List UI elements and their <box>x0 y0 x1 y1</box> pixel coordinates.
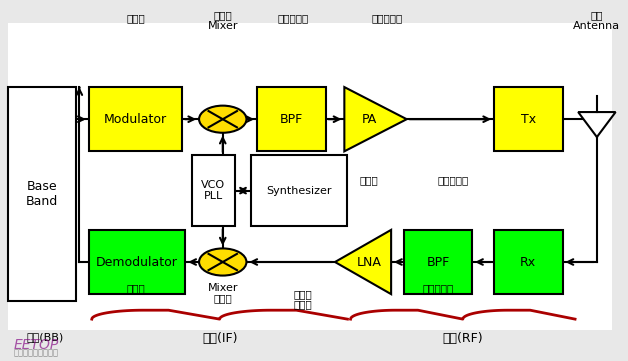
Text: 調變器: 調變器 <box>126 13 145 23</box>
Text: 混頻器: 混頻器 <box>214 10 232 20</box>
Text: Rx: Rx <box>520 256 536 269</box>
Text: Antenna: Antenna <box>573 21 620 31</box>
Polygon shape <box>344 87 407 151</box>
FancyBboxPatch shape <box>404 230 472 294</box>
Text: BPF: BPF <box>426 256 450 269</box>
Text: 傳送接收器: 傳送接收器 <box>438 175 469 185</box>
Text: 中国电子顶级开发网: 中国电子顶级开发网 <box>14 348 59 357</box>
Text: BPF: BPF <box>279 113 303 126</box>
Text: VCO
PLL: VCO PLL <box>202 180 225 201</box>
Circle shape <box>199 248 246 275</box>
Text: 帶通濾波器: 帶通濾波器 <box>278 13 309 23</box>
Polygon shape <box>335 230 391 294</box>
FancyBboxPatch shape <box>89 87 182 151</box>
Text: PA: PA <box>362 113 377 126</box>
FancyBboxPatch shape <box>251 155 347 226</box>
Text: Tx: Tx <box>521 113 536 126</box>
Text: 合成器: 合成器 <box>360 175 379 185</box>
Text: Demodulator: Demodulator <box>96 256 178 269</box>
FancyBboxPatch shape <box>89 230 185 294</box>
Text: 基頻(BB): 基頻(BB) <box>26 332 63 342</box>
Text: 低雜訊: 低雜訊 <box>293 289 312 299</box>
FancyBboxPatch shape <box>494 87 563 151</box>
Text: Mixer: Mixer <box>207 283 238 293</box>
Text: Mixer: Mixer <box>207 21 238 31</box>
Text: Base
Band: Base Band <box>26 180 58 208</box>
Text: 射頻(RF): 射頻(RF) <box>443 332 483 345</box>
Text: 天線: 天線 <box>591 10 603 20</box>
Circle shape <box>199 106 246 133</box>
FancyBboxPatch shape <box>192 155 236 226</box>
FancyBboxPatch shape <box>257 87 326 151</box>
FancyBboxPatch shape <box>494 230 563 294</box>
Polygon shape <box>578 112 615 137</box>
Text: 帶通濾波器: 帶通濾波器 <box>422 283 453 293</box>
Text: EETOP: EETOP <box>14 338 59 352</box>
FancyBboxPatch shape <box>8 87 76 301</box>
Text: 混頻器: 混頻器 <box>214 293 232 303</box>
Text: 功率放大器: 功率放大器 <box>371 13 403 23</box>
FancyBboxPatch shape <box>8 23 612 330</box>
Text: Modulator: Modulator <box>104 113 167 126</box>
Text: 中頻(IF): 中頻(IF) <box>202 332 237 345</box>
Text: 解調器: 解調器 <box>126 283 145 293</box>
Text: LNA: LNA <box>357 256 382 269</box>
Text: 放大器: 放大器 <box>293 300 312 309</box>
Text: Synthesizer: Synthesizer <box>266 186 332 196</box>
